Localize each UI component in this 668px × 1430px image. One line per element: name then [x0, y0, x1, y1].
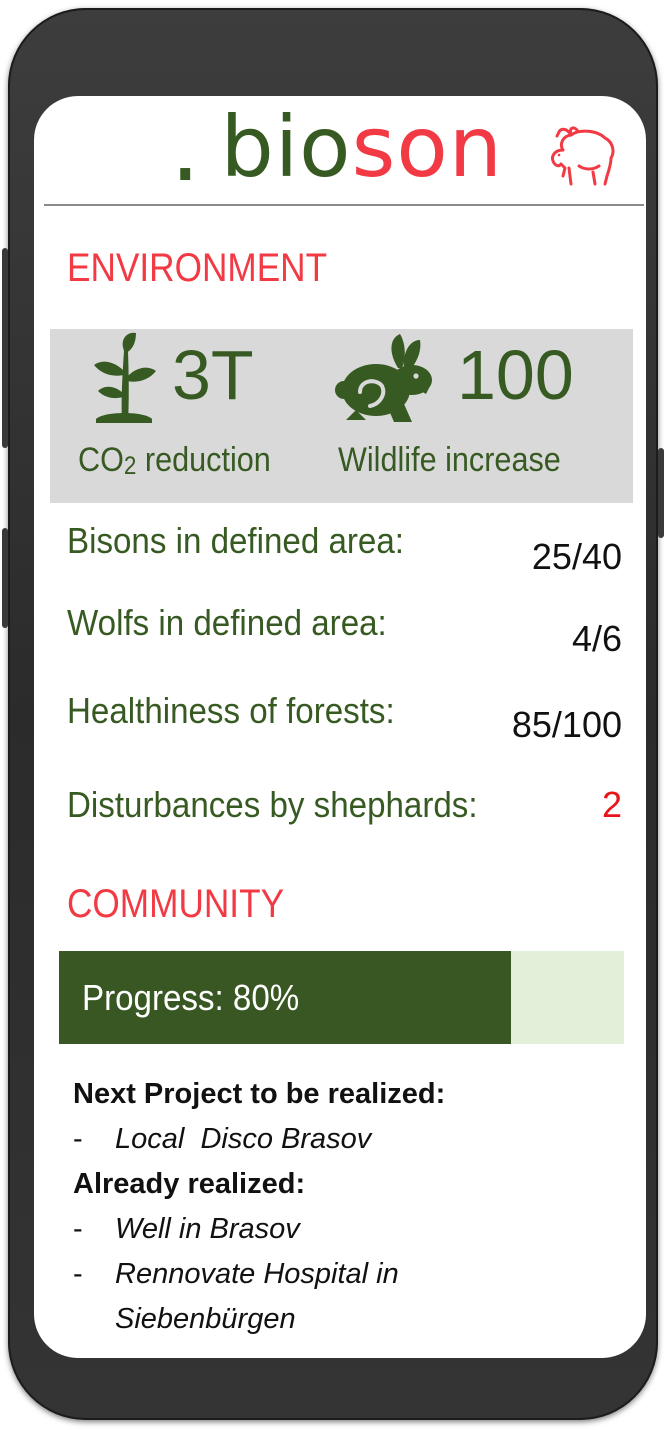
bisons-value: 25/40 [531, 536, 622, 577]
co2-label: CO2 reduction [78, 441, 271, 480]
bison-icon [551, 126, 615, 186]
side-button[interactable] [658, 448, 664, 538]
header-divider [44, 204, 644, 206]
progress-fill [59, 951, 511, 1044]
wolfs-value: 4/6 [571, 618, 622, 659]
environment-summary: 3T 100 CO2 reduction Wildlife increase [50, 329, 633, 503]
realized-item: Rennovate Hospital in Siebenbürgen [115, 1258, 399, 1335]
app-screen: . bio son ENVIRONMENT [34, 96, 646, 1358]
disturbances-value: 2 [601, 784, 622, 825]
wolfs-label: Wolfs in defined area: [67, 602, 387, 643]
realized-item: Well in Brasov [115, 1213, 300, 1245]
bisons-label: Bisons in defined area: [67, 520, 404, 561]
list-item: - Rennovate Hospital in Siebenbürgen [73, 1252, 633, 1342]
volume-button[interactable] [2, 528, 8, 628]
next-project-heading: Next Project to be realized: [73, 1078, 446, 1110]
logo-dot: . [170, 96, 201, 203]
community-projects: Next Project to be realized: - Local Dis… [73, 1072, 633, 1342]
community-title: COMMUNITY [67, 882, 285, 926]
wildlife-label: Wildlife increase [338, 441, 561, 479]
list-item: - Well in Brasov [73, 1207, 633, 1252]
co2-value: 3T [172, 336, 254, 414]
logo-text-son: son [351, 98, 503, 196]
disturbances-label: Disturbances by shephards: [67, 784, 478, 825]
power-button[interactable] [2, 248, 8, 448]
environment-title: ENVIRONMENT [67, 246, 328, 290]
list-item: - Local Disco Brasov [73, 1117, 633, 1162]
list-bullet: - [73, 1258, 83, 1290]
list-bullet: - [73, 1123, 83, 1155]
wildlife-value: 100 [457, 336, 574, 414]
forest-health-label: Healthiness of forests: [67, 690, 395, 731]
plant-icon [94, 332, 156, 423]
phone-frame: . bio son ENVIRONMENT [2, 8, 664, 1420]
progress-label: Progress: 80% [82, 977, 300, 1018]
rabbit-icon [335, 334, 432, 422]
realized-heading: Already realized: [73, 1168, 306, 1200]
progress-bar: Progress: 80% [59, 951, 624, 1044]
app-logo: . bio son [170, 96, 503, 203]
forest-health-value: 85/100 [511, 704, 622, 745]
list-bullet: - [73, 1213, 83, 1245]
next-project-item: Local Disco Brasov [115, 1123, 372, 1155]
logo-text-bio: bio [220, 98, 352, 196]
